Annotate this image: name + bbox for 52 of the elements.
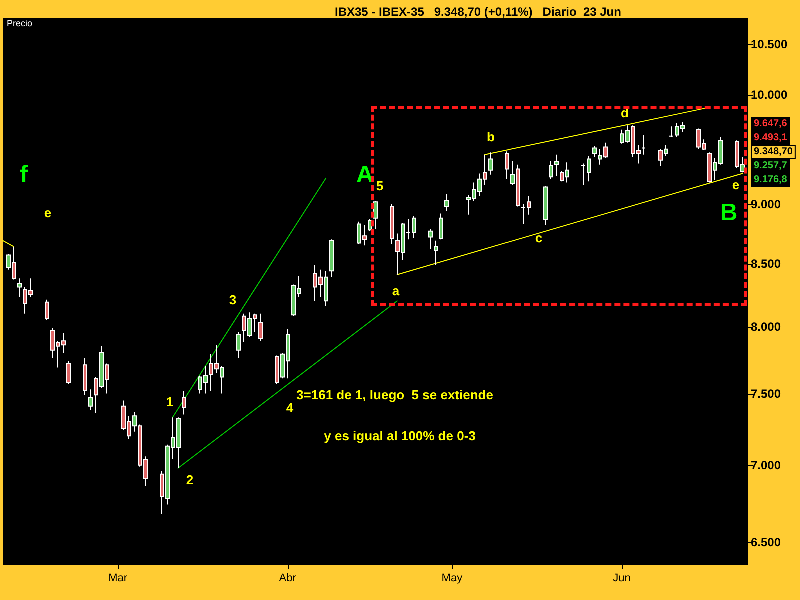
candlestick (236, 331, 241, 359)
text: 9.493,1 (754, 132, 788, 144)
candlestick (488, 152, 493, 176)
y-tick-label: 8.000 (751, 320, 782, 334)
annotation: e (732, 178, 740, 192)
candlestick (258, 313, 263, 342)
candlestick (549, 161, 553, 180)
text: 9.176,8 (754, 174, 788, 186)
annotation: 3=161 de 1, luego 5 se extiende (296, 388, 494, 402)
y-tick-label: 8.500 (751, 256, 782, 271)
y-tick-label: 10.000 (751, 88, 788, 102)
annotation: b (487, 130, 496, 144)
candlestick (505, 151, 509, 180)
annotation: 4 (286, 400, 294, 416)
annotation: 5 (376, 178, 384, 194)
chart-title: IBX35 - IBEX-35 9.348,70 (+0,11%) Diario 23 Jun (335, 5, 622, 19)
candlestick (543, 186, 548, 226)
annotation: y es igual al 100% de 0-3 (324, 428, 476, 444)
y-tick-label: 10.500 (751, 37, 788, 52)
candlestick (434, 240, 438, 266)
candlestick (642, 134, 646, 156)
y-tick-label: 9.000 (751, 197, 782, 212)
text: 9.647,6 (754, 118, 788, 130)
annotation: 2 (186, 472, 194, 488)
candlestick (439, 213, 443, 240)
annotation: 3 (229, 292, 237, 308)
y-axis-title: Precio (7, 18, 33, 28)
annotation: c (535, 230, 543, 246)
x-tick-label: Abr (279, 572, 297, 584)
annotation: d (621, 106, 630, 120)
annotation: f (20, 162, 29, 188)
candlestick (554, 154, 559, 176)
candlestick (182, 390, 186, 416)
x-tick-label: May (442, 572, 464, 584)
x-tick-label: Jun (613, 572, 631, 584)
candlestick (444, 194, 449, 212)
x-tick-label: Mar (108, 572, 128, 584)
annotation: B (720, 200, 738, 226)
annotation: e (44, 206, 52, 220)
text: 9.348,70 (754, 146, 794, 158)
annotation: 1 (166, 394, 174, 410)
annotation: a (392, 284, 400, 298)
candlestick (329, 239, 334, 278)
candlestick (669, 126, 674, 138)
candlestick (373, 200, 378, 230)
candlestick (390, 204, 394, 245)
text: 9.257,7 (754, 160, 788, 172)
candlestick (592, 146, 597, 158)
y-tick-label: 6.500 (751, 535, 782, 550)
y-tick-label: 7.000 (751, 458, 782, 472)
candlestick (428, 228, 433, 250)
y-tick-label: 7.500 (751, 386, 782, 401)
